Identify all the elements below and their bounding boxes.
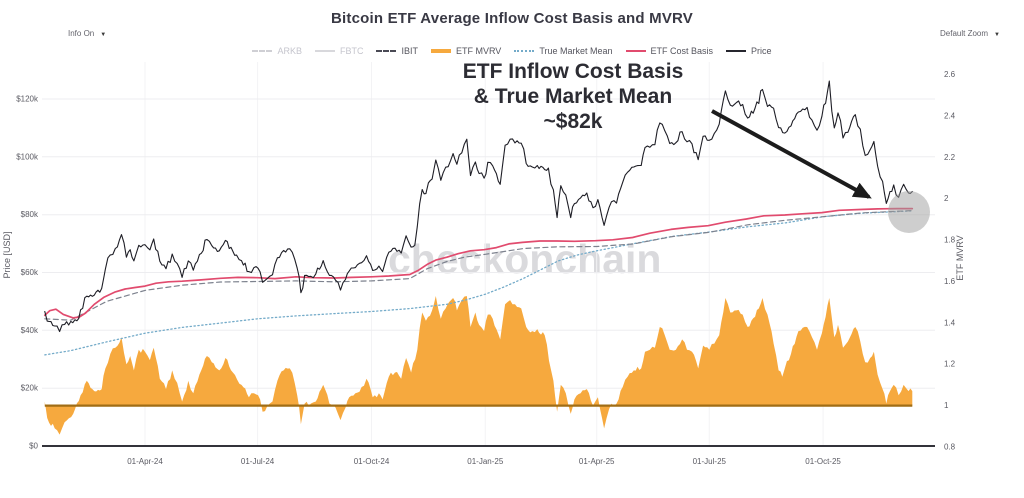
annotation-line-1: ETF Inflow Cost Basis — [462, 60, 684, 83]
y-left-tick-label: $60k — [21, 268, 39, 277]
x-tick-label: 01-Oct-25 — [805, 457, 841, 466]
y-left-tick-label: $20k — [21, 384, 39, 393]
y-right-tick-label: 1.4 — [944, 318, 956, 327]
x-axis: 01-Apr-24 01-Jul-24 01-Oct-24 01-Jan-25 01-A… — [42, 445, 935, 466]
chart-legend: ARKB FBTC IBIT ETF MVRV True Market Mean ETF … — [0, 46, 1024, 56]
y-right-tick-label: 0.8 — [944, 443, 956, 452]
legend-item-ibit[interactable]: IBIT — [376, 46, 418, 56]
y-right-tick-label: 2.6 — [944, 70, 956, 79]
chart-annotation: ETF Inflow Cost Basis & True Market Mean… — [408, 60, 738, 134]
legend-item-true-market-mean[interactable]: True Market Mean — [514, 46, 613, 56]
annotation-arrow — [711, 109, 872, 199]
annotation-line-3: ~$82k — [543, 109, 603, 133]
legend-item-etf-mvrv[interactable]: ETF MVRV — [430, 46, 502, 56]
legend-item-label: ETF Cost Basis — [650, 46, 714, 56]
legend-item-etf-cost-basis[interactable]: ETF Cost Basis — [625, 46, 714, 56]
legend-marker-icon — [376, 50, 397, 52]
y-right-tick-label: 1 — [944, 401, 949, 410]
legend-item-label: IBIT — [401, 46, 418, 56]
watermark: checkonchain — [388, 236, 662, 282]
legend-item-label: ARKB — [277, 46, 302, 56]
legend-item-fbtc[interactable]: FBTC — [314, 46, 364, 56]
x-tick-label: 01-Apr-24 — [127, 457, 163, 466]
info-dropdown-label: Info On — [68, 29, 95, 38]
x-tick-label: 01-Apr-25 — [579, 457, 615, 466]
legend-item-arkb[interactable]: ARKB — [252, 46, 302, 56]
y-left-tick-label: $80k — [21, 210, 39, 219]
annotation-line-2: & True Market Mean — [473, 84, 673, 108]
legend-marker-icon — [625, 50, 646, 52]
x-tick-label: 01-Oct-24 — [354, 457, 390, 466]
y-left-axis-title: Price [USD] — [2, 231, 12, 278]
zoom-dropdown[interactable]: Default Zoom ▼ — [940, 29, 1000, 38]
legend-marker-icon — [314, 50, 335, 52]
y-right-tick-label: 1.2 — [944, 360, 956, 369]
y-right-tick-label: 1.6 — [944, 277, 956, 286]
x-tick-label: 01-Jul-24 — [241, 457, 275, 466]
y-right-axis-title: ETF MVRV — [955, 235, 965, 280]
y-right-tick-label: 2 — [944, 194, 949, 203]
y-left-tick-label: $120k — [16, 95, 39, 104]
true-market-mean-line — [44, 210, 913, 356]
y-right-tick-label: 2.4 — [944, 112, 956, 121]
legend-item-label: True Market Mean — [539, 46, 613, 56]
zoom-dropdown-label: Default Zoom — [940, 29, 989, 38]
legend-item-price[interactable]: Price — [726, 46, 772, 56]
y-axis-right: 0.8 1 1.2 1.4 1.6 1.8 2 2.2 2.4 2.6 ETF MVRV — [944, 70, 965, 451]
ibit-line — [44, 210, 913, 321]
legend-marker-icon — [430, 49, 451, 53]
x-tick-label: 01-Jul-25 — [693, 457, 727, 466]
legend-marker-icon — [514, 50, 535, 52]
chevron-down-icon: ▼ — [100, 32, 107, 38]
etf-cost-basis-line — [43, 207, 914, 319]
y-left-tick-label: $0 — [29, 442, 38, 451]
mvrv-area — [44, 296, 913, 435]
legend-marker-icon — [726, 50, 747, 52]
legend-item-label: Price — [751, 46, 772, 56]
y-left-tick-label: $40k — [21, 326, 39, 335]
price-line — [44, 80, 913, 333]
y-right-tick-label: 1.8 — [944, 236, 956, 245]
legend-item-label: ETF MVRV — [455, 46, 502, 56]
legend-marker-icon — [252, 50, 273, 52]
chevron-down-icon: ▼ — [994, 32, 1000, 38]
info-dropdown[interactable]: Info On ▼ — [68, 29, 106, 38]
y-axis-left: $0 $20k $40k $60k $80k $100k $120k Price [USD] — [2, 95, 39, 451]
x-tick-label: 01-Jan-25 — [467, 457, 504, 466]
legend-item-label: FBTC — [339, 46, 364, 56]
y-left-tick-label: $100k — [16, 152, 39, 161]
highlight-circle — [888, 191, 930, 233]
y-right-tick-label: 2.2 — [944, 153, 956, 162]
page-title: Bitcoin ETF Average Inflow Cost Basis an… — [330, 10, 694, 27]
